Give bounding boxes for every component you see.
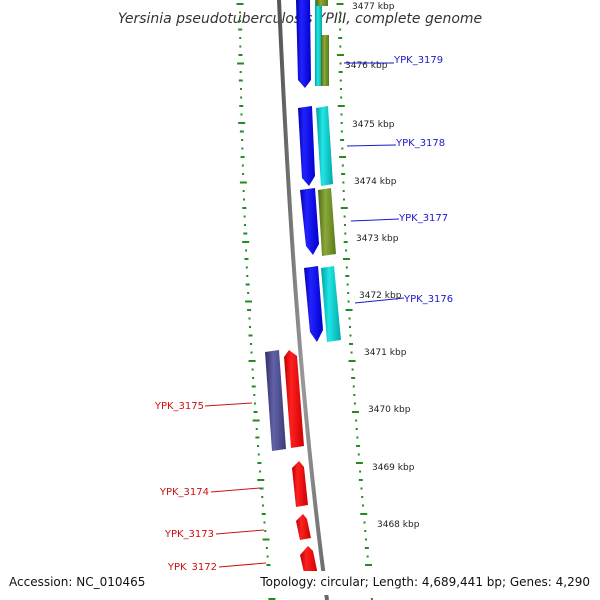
scale-label: 3471 kbp	[364, 348, 407, 358]
scale-label: 3474 kbp	[354, 177, 397, 187]
gene-label: YPK_3176	[403, 294, 453, 305]
accession-text: Accession: NC_010465	[9, 575, 145, 589]
position-scale: 3477 kbp 3476 kbp 3475 kbp 3474 kbp 3473 kbp…	[345, 2, 420, 530]
scale-label: 3468 kbp	[377, 520, 420, 530]
gc-content-track	[236, 3, 373, 600]
gene-labels: YPK_3179 YPK_3178 YPK_3177 YPK_3176 YPK_3175…	[154, 55, 453, 573]
cog-cyan-bar	[321, 266, 341, 342]
gene-label: YPK_3174	[159, 487, 209, 498]
gene-label: YPK_3177	[398, 213, 448, 224]
gene-ypk-3176	[304, 266, 323, 342]
gene-label: YPK_3178	[395, 138, 445, 149]
gene-label-leader	[204, 402, 253, 407]
scale-label: 3473 kbp	[356, 234, 399, 244]
gene-ypk-3173	[296, 514, 311, 540]
gene-ypk-3175	[284, 350, 304, 448]
cog-cyan-bar	[316, 106, 333, 186]
gene-ypk-3172	[300, 546, 318, 577]
scale-label: 3475 kbp	[352, 120, 395, 130]
gene-ypk-3179	[296, 0, 311, 88]
scale-label: 3469 kbp	[372, 463, 415, 473]
genome-backbone	[277, 0, 329, 600]
scale-label: 3470 kbp	[368, 405, 411, 415]
genome-summary-text: Topology: circular; Length: 4,689,441 bp…	[259, 575, 590, 589]
cog-olive-bar	[321, 35, 329, 86]
feature-track	[265, 0, 341, 451]
cog-purple-bar	[265, 350, 286, 451]
gene-ypk-3177	[300, 188, 319, 255]
footer-background	[0, 571, 600, 595]
gene-label-leader	[215, 529, 265, 535]
gene-ypk-3178	[298, 106, 315, 186]
gene-label-leader	[218, 562, 267, 568]
gene-label: YPK_3175	[154, 401, 204, 412]
gene-label: YPK_3173	[164, 529, 214, 540]
scale-label: 3472 kbp	[359, 291, 402, 301]
scale-label: 3476 kbp	[345, 61, 388, 71]
cog-olive-bar	[318, 188, 336, 256]
gene-label: YPK_3172	[167, 562, 217, 573]
gene-label-leader	[346, 144, 397, 147]
scale-label: 3477 kbp	[352, 2, 395, 12]
gene-label-leader	[210, 487, 261, 493]
gene-track	[284, 0, 323, 577]
gene-label-leader	[350, 218, 400, 222]
cog-olive-bar	[316, 0, 328, 6]
gene-label: YPK_3179	[393, 55, 443, 66]
cog-cyan-bar	[315, 0, 322, 86]
gene-ypk-3174	[292, 461, 308, 507]
gene-label-leader	[354, 297, 405, 304]
